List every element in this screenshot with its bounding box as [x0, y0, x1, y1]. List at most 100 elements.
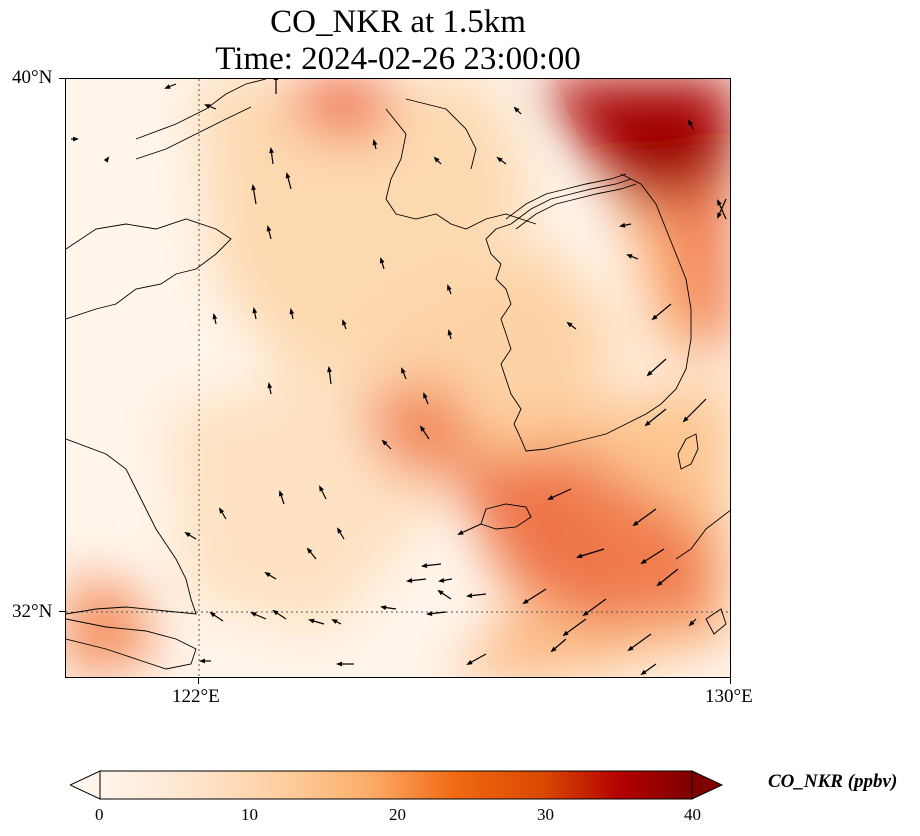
colorbar-tick-20: 20 [389, 805, 406, 824]
colorbar-tick-40: 40 [684, 805, 701, 824]
wind-arrow-head [252, 307, 258, 314]
wind-arrow-head [372, 139, 378, 146]
wind-arrow-head [306, 547, 313, 554]
colorbar-graphic [68, 770, 724, 800]
wind-arrow-head [327, 366, 332, 373]
wind-arrow-head [457, 530, 464, 535]
wind-arrow-head [426, 611, 433, 616]
wind-arrow-head [447, 284, 452, 291]
wind-arrow-head [250, 612, 257, 617]
lon-tick-130e [730, 678, 731, 684]
wind-arrow-head [319, 485, 324, 492]
wind-arrow-head [656, 580, 663, 587]
concentration-field [66, 79, 730, 677]
wind-arrow-head [379, 257, 385, 264]
wind-arrow-head [496, 156, 503, 163]
wind-arrow-head [547, 495, 554, 500]
wind-arrow-head [627, 645, 634, 652]
wind-vector-layer [71, 79, 727, 676]
colorbar [68, 770, 724, 800]
wind-arrow-head [688, 119, 693, 126]
wind-arrow-head [278, 490, 284, 497]
wind-arrow [577, 548, 605, 558]
wind-arrow-head [466, 659, 473, 665]
coastlines [66, 79, 730, 670]
wind-arrow-head [562, 630, 569, 637]
wind-arrow-head [251, 184, 257, 191]
colorbar-tick-0: 0 [95, 805, 104, 824]
wind-arrow-head [267, 382, 273, 389]
wind-arrow-head [576, 553, 583, 559]
wind-arrow-head [204, 104, 211, 109]
wind-arrow-head [423, 392, 428, 399]
wind-arrow-head [273, 79, 279, 80]
lat-tick-40n [59, 78, 65, 79]
wind-arrow-head [550, 646, 557, 653]
wind-arrow-head [421, 563, 428, 568]
colorbar-tick-10: 10 [241, 805, 258, 824]
wind-arrow-head [688, 620, 695, 627]
wind-arrow-head [289, 308, 295, 315]
map-panel [65, 78, 731, 678]
wind-arrow [657, 568, 679, 586]
wind-arrow [458, 523, 482, 535]
wind-arrow-head [466, 593, 473, 598]
wind-arrow-head [644, 420, 651, 427]
wind-arrow-head [266, 225, 272, 232]
wind-arrow-head [447, 329, 453, 336]
wind-arrow-head [212, 313, 218, 320]
wind-arrow [548, 488, 572, 500]
wind-arrow-head [640, 669, 647, 676]
colorbar-tick-30: 30 [537, 805, 554, 824]
wind-arrow-head [619, 222, 626, 228]
wind-arrow-head [285, 172, 291, 179]
map-title-line-1: CO_NKR at 1.5km [270, 4, 526, 40]
wind-arrow-head [401, 367, 406, 374]
wind-arrow-head [331, 619, 338, 624]
wind-arrow-head [336, 527, 343, 534]
wind-arrow-head [651, 314, 658, 321]
wind-arrow [563, 618, 587, 636]
lon-tick-122e [198, 678, 199, 684]
wind-arrow-head [381, 439, 388, 446]
wind-arrow-head [632, 520, 639, 527]
wind-arrow-head [582, 610, 589, 617]
wind-arrow-head [73, 136, 79, 142]
wind-arrow-head [626, 254, 633, 259]
wind-arrow-head [522, 598, 529, 605]
wind-arrow [645, 408, 667, 426]
wind-arrow-head [419, 425, 426, 432]
colorbar-max-extend [691, 770, 724, 800]
wind-arrow [647, 358, 667, 376]
wind-arrow-head [406, 578, 413, 583]
wind-arrow-head [717, 212, 722, 219]
wind-arrow [628, 633, 652, 651]
map-title-line-2: Time: 2024-02-26 23:00:00 [215, 41, 581, 77]
wind-arrow-head [308, 618, 315, 624]
wind-arrow [633, 508, 657, 526]
lon-label-130e: 130°E [705, 686, 753, 707]
wind-arrow [683, 398, 707, 422]
lat-label-40n: 40°N [12, 67, 53, 88]
wind-arrow-head [264, 571, 271, 578]
wind-arrow [523, 588, 547, 604]
wind-arrow [641, 548, 665, 564]
wind-arrow-head [103, 156, 110, 163]
wind-arrow-head [209, 611, 216, 618]
colorbar-gradient [100, 771, 692, 799]
wind-arrow-head [640, 558, 647, 565]
wind-arrow-head [566, 321, 573, 328]
lat-label-32n: 32°N [12, 601, 53, 622]
wind-arrow-head [272, 609, 279, 616]
lat-tick-32n [59, 611, 65, 612]
wind-arrow-head [433, 156, 440, 163]
wind-arrow-head [717, 199, 722, 206]
wind-arrow-head [164, 84, 171, 89]
colorbar-title: CO_NKR (ppbv) [768, 771, 898, 792]
wind-arrow-head [336, 661, 342, 667]
colorbar-min-extend [68, 770, 101, 800]
wind-arrow-head [199, 658, 205, 664]
wind-arrow-head [342, 319, 347, 326]
map-canvas [66, 79, 730, 677]
wind-arrow [583, 598, 607, 616]
